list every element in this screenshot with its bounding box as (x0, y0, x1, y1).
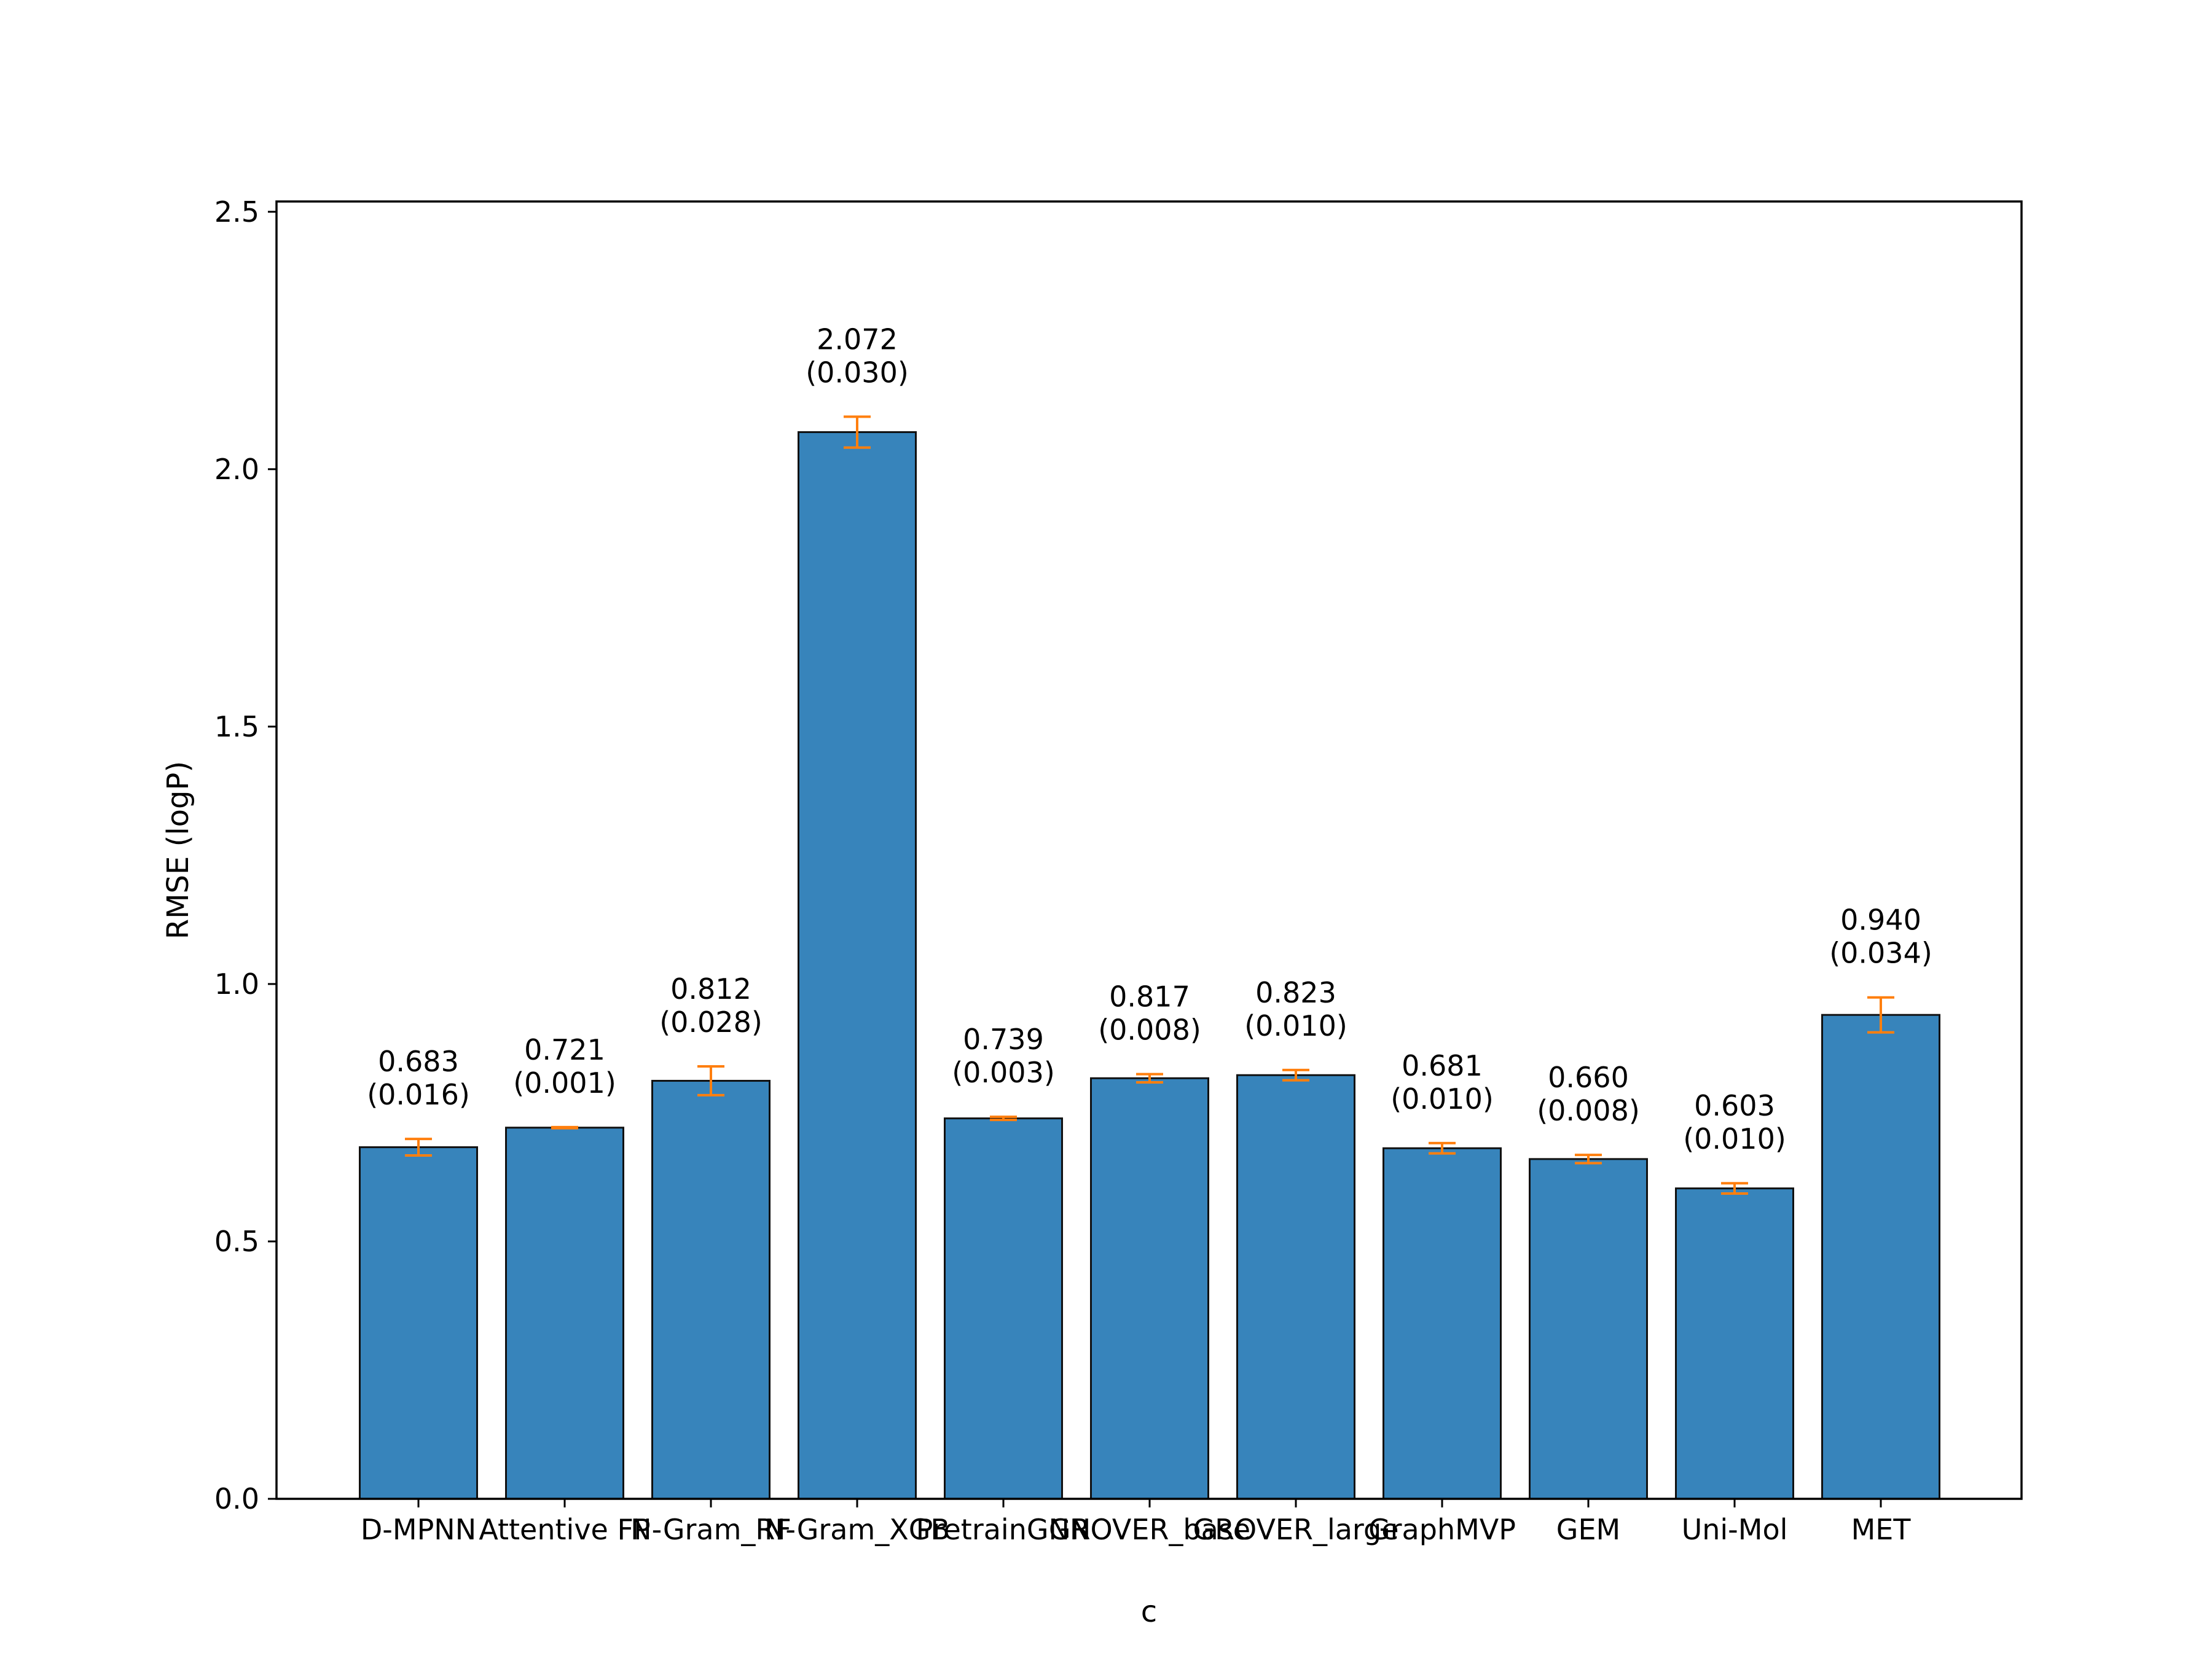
bar-3 (798, 431, 917, 1500)
error-bar-9 (1721, 1182, 1748, 1195)
value-label-8: 0.660 (1548, 1061, 1629, 1094)
x-tick-label-1: Attentive FP (479, 1513, 650, 1546)
error-bar-4 (990, 1116, 1017, 1122)
x-tick-label-4: PretrainGNN (916, 1513, 1091, 1546)
x-tick-label-2: N-Gram_RF (630, 1513, 791, 1546)
error-label-8: (0.008) (1537, 1094, 1640, 1127)
error-label-2: (0.028) (659, 1006, 763, 1039)
value-label-0: 0.683 (378, 1045, 459, 1078)
data-labels-layer: 0.683(0.016) 0.721(0.001) 0.812(0.028) 2.07… (367, 322, 1932, 1155)
x-tick-label-8: GEM (1556, 1513, 1620, 1546)
x-tick-label-10: MET (1851, 1513, 1912, 1546)
x-axis-title: c (1141, 1595, 1157, 1629)
value-label-1: 0.721 (524, 1033, 605, 1066)
bar-1 (505, 1127, 624, 1500)
bar-0 (359, 1146, 478, 1500)
y-tick-label-1: 0.5 (214, 1225, 259, 1258)
x-tick-label-7: GraphMVP (1368, 1513, 1516, 1546)
error-label-4: (0.003) (952, 1056, 1055, 1089)
value-label-4: 0.739 (963, 1023, 1044, 1056)
y-tick-label-5: 2.5 (214, 195, 259, 229)
error-label-5: (0.008) (1098, 1014, 1201, 1047)
value-label-10: 0.940 (1840, 904, 1921, 937)
error-bar-8 (1575, 1154, 1602, 1165)
x-tick-label-0: D-MPNN (361, 1513, 476, 1546)
bar-6 (1236, 1074, 1355, 1500)
y-tick-label-4: 2.0 (214, 453, 259, 486)
y-axis-title: RMSE (logP) (161, 761, 195, 939)
bar-7 (1382, 1147, 1502, 1500)
bar-9 (1675, 1187, 1794, 1500)
bar-5 (1090, 1077, 1209, 1500)
bar-4 (944, 1117, 1063, 1500)
error-label-6: (0.010) (1244, 1009, 1347, 1042)
x-tick-label-6: GROVER_large (1193, 1513, 1398, 1546)
bar-8 (1529, 1158, 1648, 1500)
error-bar-10 (1867, 996, 1894, 1034)
y-axis: 0.0 0.5 1.0 1.5 2.0 2.5 (214, 195, 276, 1515)
error-bar-3 (844, 415, 871, 449)
error-label-1: (0.001) (513, 1066, 616, 1100)
error-bar-0 (405, 1138, 432, 1157)
error-bar-6 (1282, 1068, 1309, 1082)
value-label-3: 2.072 (817, 322, 898, 356)
error-label-0: (0.016) (367, 1078, 470, 1111)
x-axis: D-MPNN Attentive FPN-Gram_RFN-Gram_XGBPre… (361, 1499, 1911, 1546)
error-bar-1 (551, 1125, 578, 1130)
bar-2 (651, 1079, 771, 1500)
value-label-2: 0.812 (670, 972, 751, 1006)
value-label-6: 0.823 (1255, 976, 1336, 1009)
bars-layer (359, 431, 1940, 1500)
error-label-10: (0.034) (1829, 937, 1932, 970)
value-label-9: 0.603 (1694, 1089, 1775, 1122)
y-tick-label-0: 0.0 (214, 1482, 259, 1515)
y-tick-label-3: 1.5 (214, 710, 259, 743)
error-label-9: (0.010) (1683, 1122, 1786, 1155)
error-label-7: (0.010) (1390, 1082, 1494, 1116)
x-tick-label-9: Uni-Mol (1682, 1513, 1788, 1546)
bar-10 (1821, 1014, 1940, 1500)
error-bar-2 (697, 1065, 724, 1096)
value-label-7: 0.681 (1402, 1049, 1483, 1082)
x-tick-label-5: GROVER_base (1049, 1513, 1250, 1546)
error-bar-5 (1136, 1073, 1163, 1084)
x-tick-label-3: N-Gram_XGB (764, 1513, 950, 1546)
error-bars-layer (405, 415, 1894, 1195)
error-label-3: (0.030) (806, 356, 909, 389)
y-tick-label-2: 1.0 (214, 967, 259, 1001)
value-label-5: 0.817 (1109, 980, 1190, 1014)
error-bar-7 (1429, 1141, 1456, 1155)
